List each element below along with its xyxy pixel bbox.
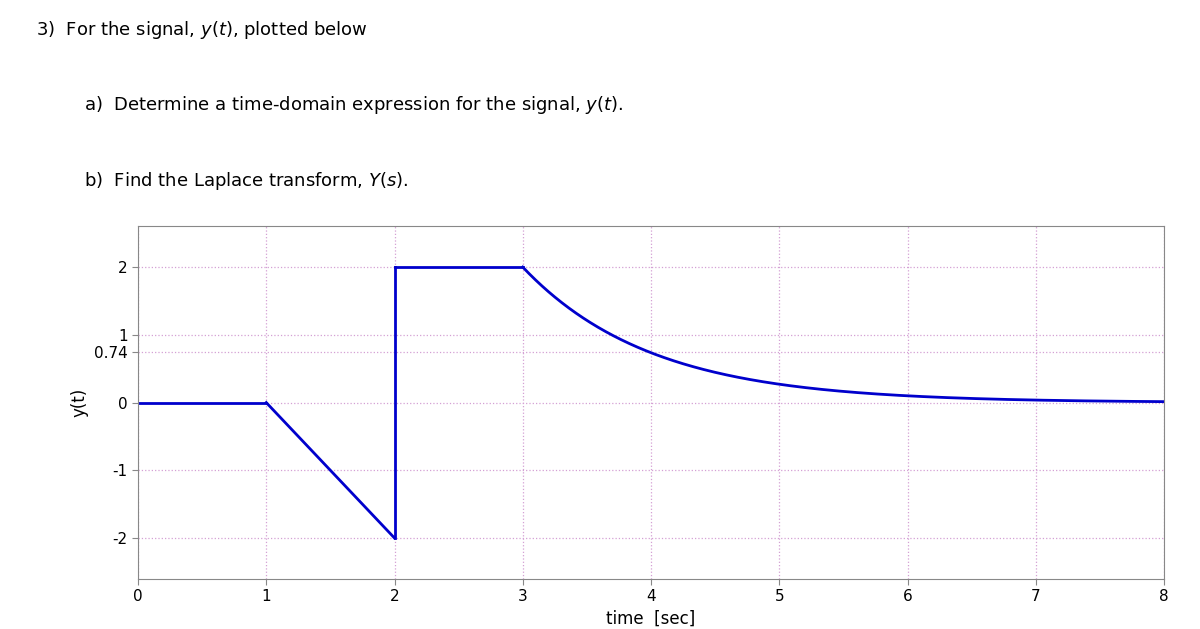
Text: b)  Find the Laplace transform, $Y(s)$.: b) Find the Laplace transform, $Y(s)$.: [84, 170, 408, 192]
Text: 3)  For the signal, $y(t)$, plotted below: 3) For the signal, $y(t)$, plotted below: [36, 19, 368, 41]
Text: a)  Determine a time-domain expression for the signal, $y(t)$.: a) Determine a time-domain expression fo…: [84, 94, 623, 116]
X-axis label: time  [sec]: time [sec]: [606, 610, 696, 628]
Y-axis label: y(t): y(t): [71, 388, 89, 417]
